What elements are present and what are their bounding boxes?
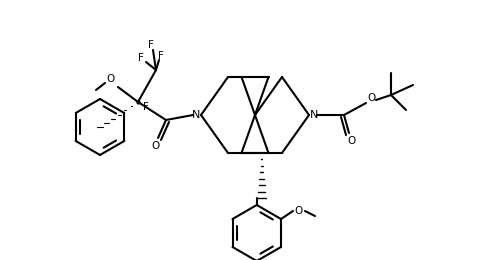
Text: O: O — [106, 74, 114, 84]
Text: O: O — [368, 93, 376, 103]
Text: O: O — [295, 206, 303, 216]
Text: F: F — [143, 102, 149, 112]
Text: F: F — [138, 53, 144, 63]
Text: N: N — [310, 110, 318, 120]
Text: O: O — [151, 141, 159, 151]
Text: F: F — [148, 40, 154, 50]
Text: F: F — [158, 51, 164, 61]
Text: N: N — [192, 110, 200, 120]
Text: O: O — [348, 136, 356, 146]
